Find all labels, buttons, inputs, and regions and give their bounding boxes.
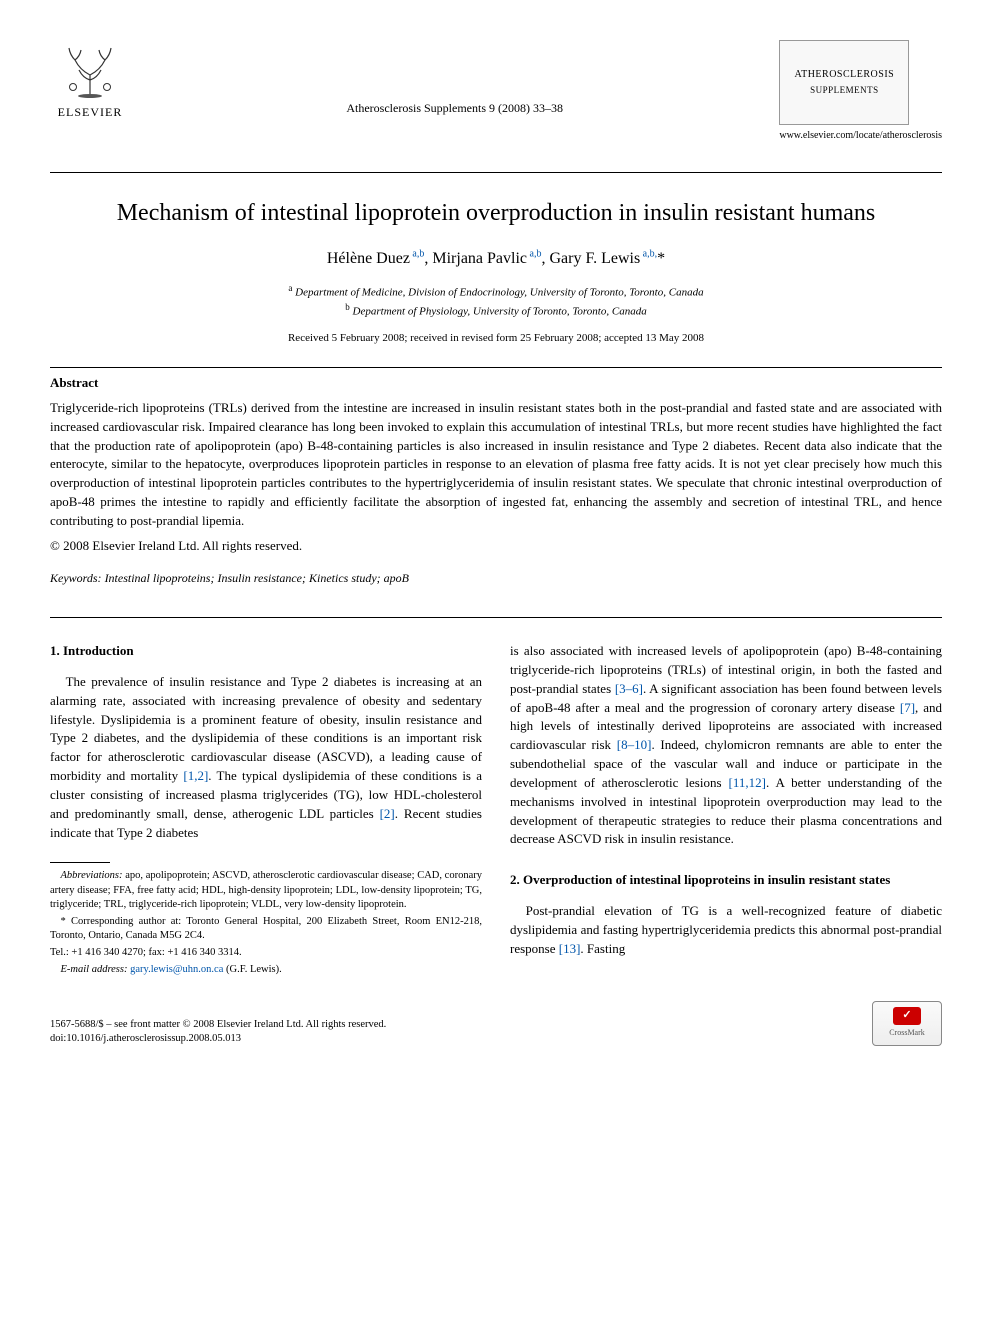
rule-mid xyxy=(50,367,942,368)
cite-13[interactable]: [13] xyxy=(559,941,581,956)
doi-line[interactable]: doi:10.1016/j.atherosclerosissup.2008.05… xyxy=(50,1032,386,1046)
journal-title: ATHEROSCLEROSIS xyxy=(794,68,894,83)
column-left: 1. Introduction The prevalence of insuli… xyxy=(50,642,482,981)
affiliation-a: a Department of Medicine, Division of En… xyxy=(50,282,942,302)
journal-subtitle: SUPPLEMENTS xyxy=(810,84,879,97)
rule-top xyxy=(50,172,942,173)
abstract-label: Abstract xyxy=(50,374,942,393)
bottom-bar: 1567-5688/$ – see front matter © 2008 El… xyxy=(50,1001,942,1046)
footnote-tel: Tel.: +1 416 340 4270; fax: +1 416 340 3… xyxy=(50,946,482,960)
section-2-heading: 2. Overproduction of intestinal lipoprot… xyxy=(510,871,942,890)
keywords: Keywords: Intestinal lipoproteins; Insul… xyxy=(50,570,942,587)
elsevier-tree-icon xyxy=(55,40,125,100)
section-1-para-2: is also associated with increased levels… xyxy=(510,642,942,849)
header-row: ELSEVIER Atherosclerosis Supplements 9 (… xyxy=(50,40,942,164)
footnote-rule xyxy=(50,862,110,863)
section-1-heading: 1. Introduction xyxy=(50,642,482,661)
cite-7[interactable]: [7] xyxy=(900,700,915,715)
crossmark-icon: ✓ xyxy=(893,1007,921,1025)
publisher-name: ELSEVIER xyxy=(58,104,123,121)
abstract-text: Triglyceride-rich lipoproteins (TRLs) de… xyxy=(50,399,942,531)
citation-line: Atherosclerosis Supplements 9 (2008) 33–… xyxy=(130,40,779,117)
footnotes: Abbreviations: apo, apolipoprotein; ASCV… xyxy=(50,869,482,977)
affiliations: a Department of Medicine, Division of En… xyxy=(50,282,942,321)
author-list: Hélène Duez a,b, Mirjana Pavlic a,b, Gar… xyxy=(50,247,942,270)
body-columns: 1. Introduction The prevalence of insuli… xyxy=(50,642,942,981)
crossmark-badge[interactable]: ✓ CrossMark xyxy=(872,1001,942,1046)
section-2-para-1: Post-prandial elevation of TG is a well-… xyxy=(510,902,942,959)
publisher-logo: ELSEVIER xyxy=(50,40,130,125)
crossmark-label: CrossMark xyxy=(889,1027,925,1039)
email-link[interactable]: gary.lewis@uhn.on.ca xyxy=(130,964,223,975)
rule-bottom xyxy=(50,617,942,618)
doi-block: 1567-5688/$ – see front matter © 2008 El… xyxy=(50,1018,386,1045)
footnote-abbreviations: Abbreviations: apo, apolipoprotein; ASCV… xyxy=(50,869,482,912)
abstract-copyright: © 2008 Elsevier Ireland Ltd. All rights … xyxy=(50,537,942,556)
cite-11-12[interactable]: [11,12] xyxy=(729,775,766,790)
section-1-para-1: The prevalence of insulin resistance and… xyxy=(50,673,482,843)
journal-url[interactable]: www.elsevier.com/locate/atherosclerosis xyxy=(779,129,942,144)
issn-line: 1567-5688/$ – see front matter © 2008 El… xyxy=(50,1018,386,1032)
column-right: is also associated with increased levels… xyxy=(510,642,942,981)
journal-cover-box: ATHEROSCLEROSIS SUPPLEMENTS xyxy=(779,40,909,125)
cite-3-6[interactable]: [3–6] xyxy=(615,681,643,696)
cite-8-10[interactable]: [8–10] xyxy=(617,737,652,752)
keywords-text: Intestinal lipoproteins; Insulin resista… xyxy=(105,571,409,585)
cite-1-2[interactable]: [1,2] xyxy=(183,768,208,783)
article-title: Mechanism of intestinal lipoprotein over… xyxy=(50,198,942,229)
journal-brand-block: ATHEROSCLEROSIS SUPPLEMENTS www.elsevier… xyxy=(779,40,942,164)
keywords-label: Keywords: xyxy=(50,571,102,585)
article-dates: Received 5 February 2008; received in re… xyxy=(50,331,942,347)
footnote-email: E-mail address: gary.lewis@uhn.on.ca (G.… xyxy=(50,963,482,977)
footnote-corresponding: * Corresponding author at: Toronto Gener… xyxy=(50,915,482,943)
cite-2[interactable]: [2] xyxy=(380,806,395,821)
affiliation-b: b Department of Physiology, University o… xyxy=(50,301,942,321)
